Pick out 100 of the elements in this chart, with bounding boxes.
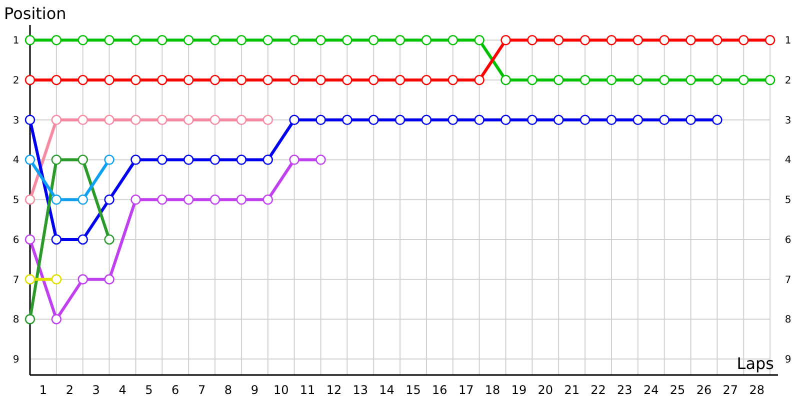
point [527, 74, 538, 86]
point [104, 154, 114, 165]
point [78, 74, 88, 86]
point [368, 74, 379, 86]
point [686, 74, 696, 86]
point [51, 314, 62, 324]
point [24, 74, 36, 86]
point [686, 114, 696, 126]
point [24, 314, 36, 324]
point [553, 114, 564, 126]
y2-tick-label: 5 [784, 195, 792, 206]
point [421, 35, 432, 46]
point [421, 74, 432, 86]
x-tick-label: 10 [273, 383, 289, 398]
point [659, 35, 670, 46]
point [183, 35, 194, 46]
point [289, 154, 300, 165]
point [51, 35, 62, 46]
y-tick-label: 4 [12, 155, 20, 166]
x-tick-label: 27 [722, 383, 738, 398]
point [712, 74, 722, 86]
point [236, 74, 247, 86]
point [51, 274, 62, 284]
point [210, 114, 220, 126]
point [210, 74, 220, 86]
point [289, 114, 300, 126]
point [316, 154, 326, 165]
x-tick-label: 12 [326, 383, 342, 398]
point [262, 114, 274, 126]
point [157, 74, 168, 86]
x-tick-label: 2 [66, 383, 74, 398]
point [236, 194, 247, 205]
y-tick-label: 7 [12, 274, 20, 286]
point [580, 74, 590, 86]
point [289, 74, 300, 86]
point [24, 154, 36, 165]
x-tick-label: 18 [484, 383, 500, 398]
point [368, 114, 379, 126]
point [342, 35, 352, 46]
point [104, 234, 114, 245]
point [580, 35, 590, 46]
x-tick-label: 1 [39, 383, 48, 398]
point [738, 74, 749, 86]
x-axis-title: Laps [736, 354, 774, 373]
point [210, 194, 220, 205]
x-tick-label: 21 [564, 383, 580, 398]
x-tick-label: 16 [432, 383, 448, 398]
point [764, 35, 776, 46]
point [474, 114, 484, 126]
point [130, 154, 141, 165]
point [24, 35, 36, 46]
point [606, 74, 617, 86]
point [659, 74, 670, 86]
x-tick-label: 15 [406, 383, 421, 398]
point [316, 35, 326, 46]
point [262, 154, 274, 165]
point [448, 114, 458, 126]
point [500, 74, 511, 86]
point [236, 35, 247, 46]
x-tick-label: 4 [118, 383, 126, 398]
point [553, 35, 564, 46]
point [686, 35, 696, 46]
point [580, 114, 590, 126]
y2-tick-label: 7 [784, 274, 792, 286]
x-tick-label: 7 [198, 383, 206, 398]
x-tick-label: 17 [458, 383, 474, 398]
x-tick-label: 3 [92, 383, 100, 398]
point [51, 234, 62, 245]
x-tick-label: 8 [224, 383, 232, 398]
point [78, 154, 88, 165]
point [104, 74, 114, 86]
x-tick-label: 11 [300, 383, 316, 398]
y-axis-title: Position [4, 4, 66, 23]
point [157, 154, 168, 165]
y-tick-label: 9 [12, 354, 20, 366]
point [394, 74, 406, 86]
point [316, 74, 326, 86]
point [183, 74, 194, 86]
x-tick-label: 23 [617, 383, 632, 398]
point [500, 35, 511, 46]
point [130, 74, 141, 86]
point [130, 194, 141, 205]
point [342, 114, 352, 126]
x-tick-label: 19 [511, 383, 527, 398]
point [51, 114, 62, 126]
point [157, 114, 168, 126]
point [104, 194, 114, 205]
point [157, 35, 168, 46]
y2-tick-label: 6 [784, 234, 792, 246]
point [632, 35, 644, 46]
point [500, 114, 511, 126]
point [183, 194, 194, 205]
y2-tick-label: 9 [784, 354, 792, 366]
point [210, 35, 220, 46]
point [659, 114, 670, 126]
y2-tick-label: 3 [784, 115, 792, 126]
point [394, 114, 406, 126]
point [183, 114, 194, 126]
point [51, 194, 62, 205]
point [527, 35, 538, 46]
